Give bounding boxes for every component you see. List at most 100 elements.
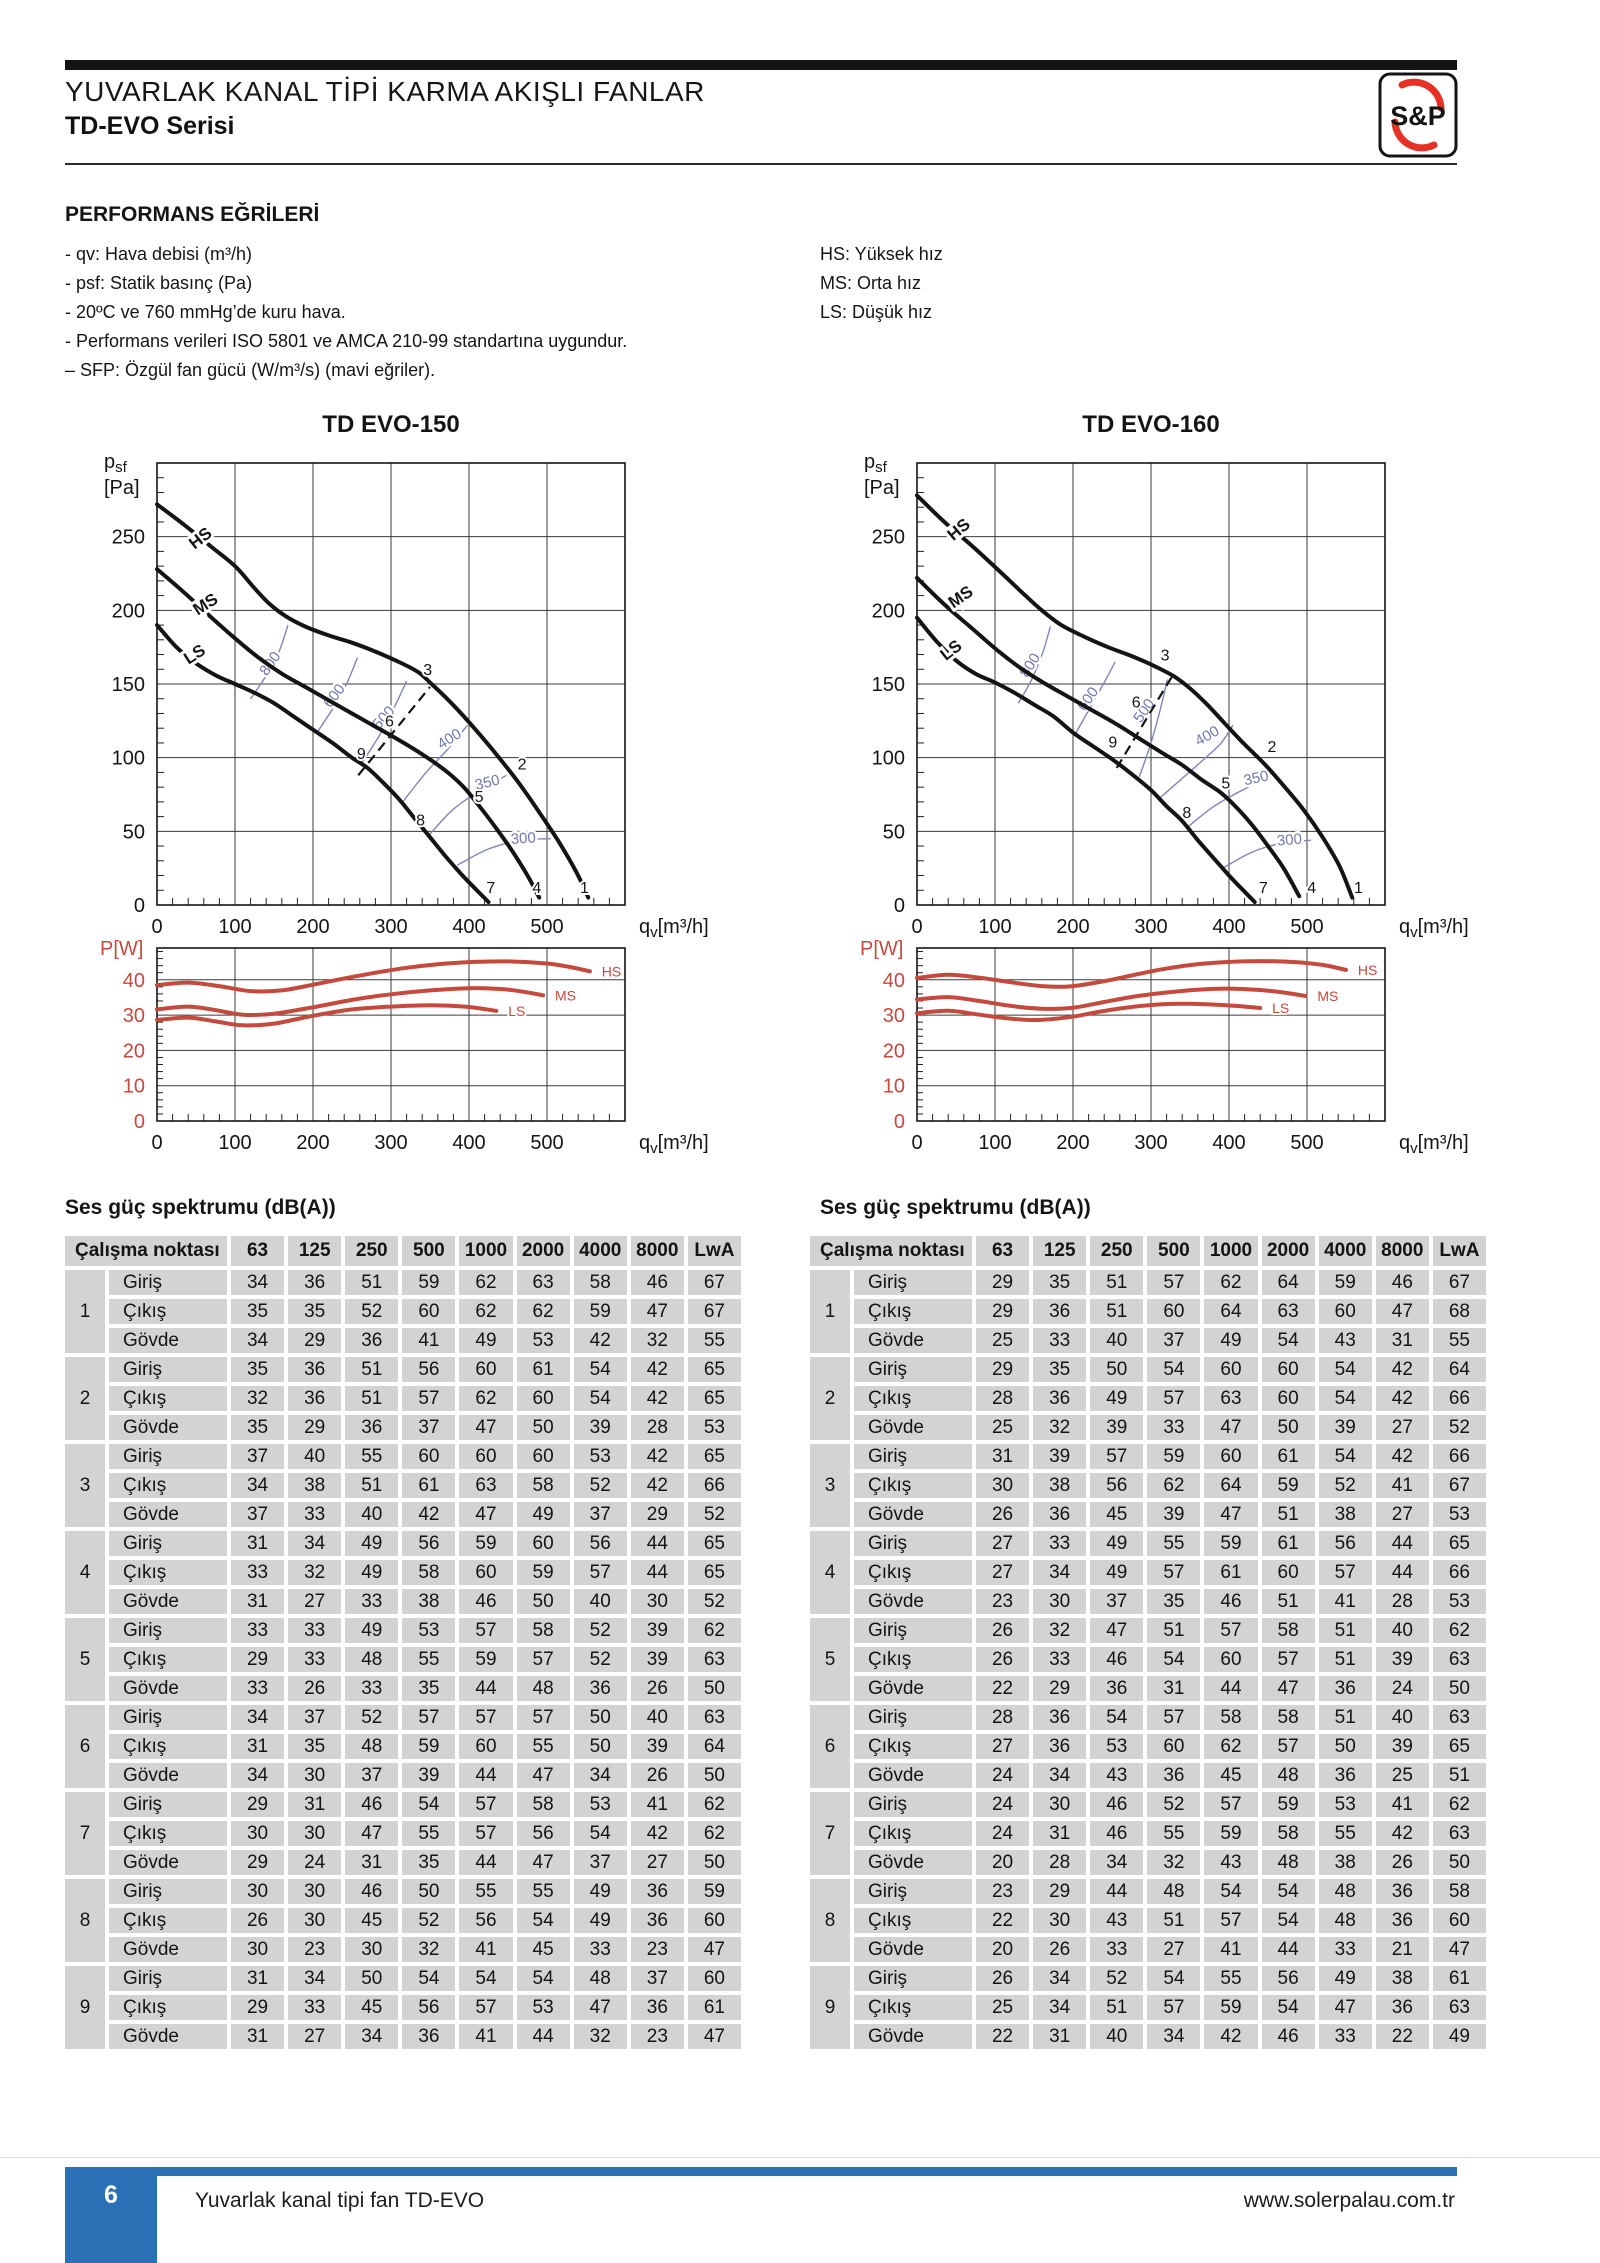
row-label-cell: Giriş [854, 1792, 972, 1817]
sound-spectrum-table: Çalışma noktası 63 125 250 500 1000 2000 4000 80… [65, 1236, 741, 2049]
op-point-2: 2 [1267, 739, 1276, 756]
value-cell: 47 [1204, 1502, 1258, 1527]
value-cell: 36 [1090, 1676, 1144, 1701]
value-cell: 48 [573, 1966, 627, 1991]
speed-legend-item: LS: Düşük hız [820, 302, 933, 322]
value-cell: 53 [573, 1444, 627, 1469]
op-number-cell: 6 [65, 1705, 105, 1788]
value-cell: 39 [630, 1734, 684, 1759]
value-cell: 67 [687, 1270, 741, 1295]
value-cell: 30 [288, 1908, 342, 1933]
row-label-cell: Çıkış [109, 1386, 227, 1411]
sfp-curve-label: 400 [434, 725, 464, 753]
table-header-operating-point: Çalışma noktası [810, 1236, 972, 1266]
value-cell: 20 [976, 1850, 1030, 1875]
value-cell: 49 [1090, 1531, 1144, 1556]
value-cell: 34 [288, 1531, 342, 1556]
row-label-cell: Giriş [109, 1792, 227, 1817]
value-cell: 60 [459, 1560, 513, 1585]
value-cell: 54 [1318, 1357, 1372, 1382]
value-cell: 66 [687, 1473, 741, 1498]
value-cell: 23 [630, 2024, 684, 2049]
value-cell: 29 [288, 1415, 342, 1440]
value-cell: 61 [1432, 1966, 1486, 1991]
table-header-band-2000: 2000 [1261, 1236, 1315, 1266]
value-cell: 57 [459, 1705, 513, 1730]
footer-website-link[interactable]: www.solerpalau.com.tr [1243, 2189, 1455, 2212]
row-label-cell: Gövde [109, 1589, 227, 1614]
value-cell: 33 [1090, 1937, 1144, 1962]
value-cell: 58 [516, 1618, 570, 1643]
value-cell: 26 [1033, 1937, 1087, 1962]
value-cell: 50 [1090, 1357, 1144, 1382]
performance-note: – SFP: Özgül fan gücü (W/m³/s) (mavi eğr… [65, 360, 436, 380]
table-header-band-1000: 1000 [459, 1236, 513, 1266]
value-cell: 49 [459, 1328, 513, 1353]
value-cell: 25 [976, 1995, 1030, 2020]
value-cell: 58 [402, 1560, 456, 1585]
row-label-cell: Çıkış [109, 1647, 227, 1672]
op-point-4: 4 [532, 880, 541, 897]
sfp-curve-400 [1158, 724, 1234, 800]
value-cell: 30 [1033, 1908, 1087, 1933]
value-cell: 49 [573, 1879, 627, 1904]
value-cell: 30 [231, 1937, 285, 1962]
value-cell: 37 [573, 1850, 627, 1875]
x-tick-label: 0 [911, 1132, 922, 1154]
value-cell: 51 [1318, 1618, 1372, 1643]
value-cell: 62 [459, 1270, 513, 1295]
value-cell: 65 [687, 1531, 741, 1556]
value-cell: 39 [402, 1763, 456, 1788]
value-cell: 40 [288, 1444, 342, 1469]
footer-bar [65, 2167, 1457, 2176]
value-cell: 49 [345, 1531, 399, 1556]
value-cell: 31 [1033, 2024, 1087, 2049]
value-cell: 25 [976, 1415, 1030, 1440]
sound-spectrum-table: Çalışma noktası 63 125 250 500 1000 2000 4000 80… [810, 1236, 1486, 2049]
value-cell: 59 [1204, 1821, 1258, 1846]
curve-LS [155, 623, 491, 905]
value-cell: 48 [1261, 1850, 1315, 1875]
value-cell: 62 [687, 1618, 741, 1643]
value-cell: 36 [1147, 1763, 1201, 1788]
value-cell: 51 [345, 1473, 399, 1498]
y-tick-label: 150 [872, 674, 905, 696]
value-cell: 35 [231, 1357, 285, 1382]
y-tick-label: 200 [112, 600, 145, 622]
x-tick-label: 500 [1290, 1132, 1323, 1154]
x-tick-label: 0 [911, 916, 922, 938]
value-cell: 55 [1204, 1966, 1258, 1991]
value-cell: 45 [516, 1937, 570, 1962]
op-point-8: 8 [1182, 805, 1191, 822]
value-cell: 33 [1033, 1647, 1087, 1672]
value-cell: 60 [1204, 1357, 1258, 1382]
sp-logo-arc-top-icon [1398, 78, 1445, 112]
value-cell: 39 [1318, 1415, 1372, 1440]
value-cell: 23 [630, 1937, 684, 1962]
value-cell: 44 [1375, 1531, 1429, 1556]
sfp-curve-label: 350 [1242, 767, 1270, 789]
row-label-cell: Giriş [109, 1270, 227, 1295]
value-cell: 24 [288, 1850, 342, 1875]
footer-hairline [0, 2157, 1600, 2158]
value-cell: 55 [516, 1734, 570, 1759]
value-cell: 27 [630, 1850, 684, 1875]
value-cell: 36 [402, 2024, 456, 2049]
x-tick-label: 400 [452, 916, 485, 938]
value-cell: 62 [1204, 1270, 1258, 1295]
value-cell: 29 [1033, 1676, 1087, 1701]
value-cell: 29 [231, 1647, 285, 1672]
value-cell: 33 [231, 1560, 285, 1585]
value-cell: 35 [231, 1415, 285, 1440]
value-cell: 41 [459, 1937, 513, 1962]
y-tick-label: 0 [894, 895, 905, 917]
row-label-cell: Çıkış [854, 1908, 972, 1933]
value-cell: 37 [402, 1415, 456, 1440]
value-cell: 30 [288, 1821, 342, 1846]
value-cell: 60 [1261, 1386, 1315, 1411]
sp-logo: S&P [1378, 72, 1458, 158]
header-rule [65, 163, 1457, 165]
value-cell: 56 [1261, 1966, 1315, 1991]
value-cell: 57 [459, 1792, 513, 1817]
